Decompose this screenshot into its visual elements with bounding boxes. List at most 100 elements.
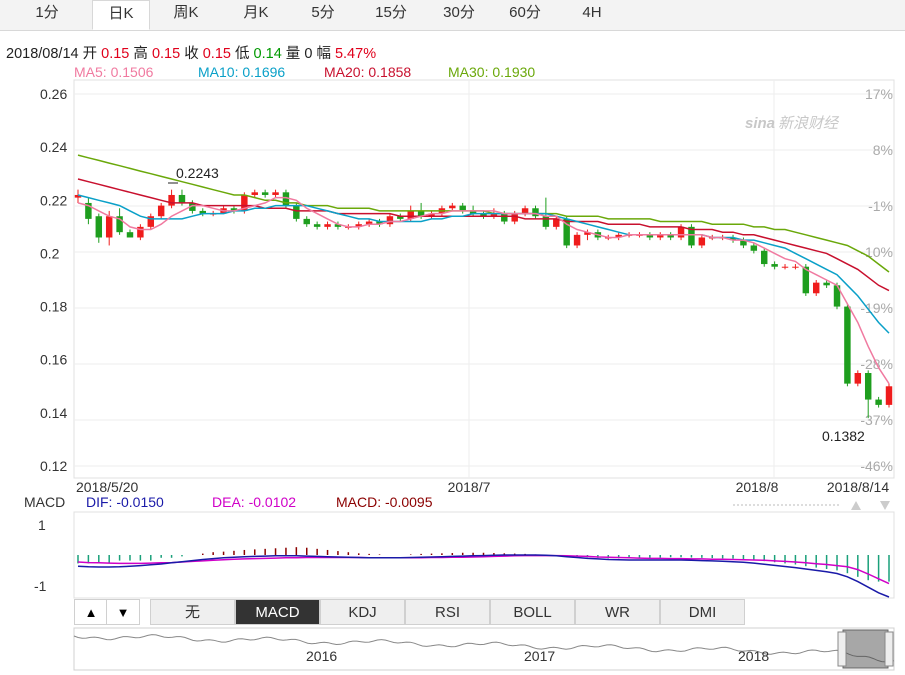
candle	[230, 205, 238, 214]
quote-info: 2018/08/14 开 0.15 高 0.15 收 0.15 低 0.14 量…	[6, 46, 377, 62]
candle	[573, 232, 581, 249]
candle	[761, 248, 768, 267]
candle	[157, 202, 165, 219]
dea-legend: DEA: -0.0102	[212, 494, 297, 510]
tab-5[interactable]: 15分	[375, 4, 407, 21]
candle	[303, 216, 310, 227]
indicator-tab-macd[interactable]: MACD	[235, 599, 320, 625]
y-tick-label: 0.12	[40, 458, 67, 474]
tab-8[interactable]: 4H	[582, 4, 602, 21]
pct-tick-label: -46%	[860, 458, 893, 474]
candle	[324, 221, 331, 230]
candle	[698, 234, 706, 249]
tab-2[interactable]: 周K	[173, 4, 199, 21]
tab-6[interactable]: 30分	[443, 4, 475, 21]
candle	[137, 224, 144, 241]
change-value: 5.47%	[334, 46, 377, 62]
candle	[688, 224, 695, 249]
candle	[646, 232, 654, 241]
indicator-tab-rsi[interactable]: RSI	[405, 599, 490, 625]
navigator-frame	[73, 627, 895, 671]
candle	[885, 383, 893, 408]
dif-line	[77, 554, 890, 598]
zoom-in-icon[interactable]	[851, 501, 861, 510]
candle	[116, 208, 123, 235]
navigator-window[interactable]	[842, 629, 889, 669]
candle	[729, 234, 737, 243]
candle	[397, 213, 404, 222]
indicator-tab-boll[interactable]: BOLL	[490, 599, 575, 625]
price-panel-frame	[73, 79, 895, 479]
candle	[85, 197, 92, 225]
x-tick-label: 2018/5/20	[76, 479, 138, 495]
close-value: 0.15	[202, 46, 231, 62]
candle	[740, 237, 747, 249]
nav-year-2017: 2017	[524, 648, 556, 664]
nav-year-2016: 2016	[306, 648, 338, 664]
y-tick-label: 0.26	[40, 86, 67, 102]
candle	[812, 280, 820, 296]
ma20-line	[77, 178, 890, 292]
candle	[833, 282, 841, 310]
y-tick-label: 0.24	[40, 139, 67, 155]
candle	[584, 229, 591, 241]
candle	[74, 189, 82, 203]
indicator-tab-dmi[interactable]: DMI	[660, 599, 745, 625]
scroll-down-button[interactable]: ▼	[106, 599, 140, 625]
navigator-right-handle[interactable]	[884, 631, 894, 667]
candle	[313, 221, 321, 230]
period-tabs: 1分 日K 周K 月K 5分 15分 30分 60分 4H	[0, 0, 905, 31]
quote-date: 2018/08/14	[6, 46, 79, 62]
low-annotation: 0.1382	[822, 428, 865, 444]
macd-value-legend: MACD: -0.0095	[336, 494, 433, 510]
candle	[428, 210, 435, 219]
navigator-left-handle[interactable]	[837, 631, 847, 667]
pct-tick-label: 8%	[873, 142, 893, 158]
candle	[449, 202, 456, 211]
candle	[95, 213, 103, 243]
ma10-line	[77, 194, 890, 334]
low-value: 0.14	[253, 46, 282, 62]
indicator-tab-无[interactable]: 无	[150, 599, 235, 625]
y-tick-label: 0.16	[40, 352, 67, 368]
ma10-legend: MA10: 0.1696	[198, 64, 286, 80]
nav-year-2018: 2018	[738, 648, 770, 664]
pct-tick-label: -37%	[860, 412, 893, 428]
high-annotation: 0.2243	[176, 165, 219, 181]
pct-tick-label: -1%	[868, 198, 893, 214]
candle	[459, 202, 466, 214]
x-tick-label: 2018/8	[736, 479, 779, 495]
y-tick-label: 0.18	[40, 299, 67, 315]
dea-line	[77, 554, 890, 585]
candle	[334, 221, 342, 230]
candle	[126, 229, 134, 238]
candle	[272, 189, 279, 198]
y-tick-label: 0.22	[40, 192, 67, 208]
candle	[657, 232, 664, 241]
candle	[241, 192, 248, 214]
tab-7[interactable]: 60分	[509, 4, 541, 21]
indicator-tab-kdj[interactable]: KDJ	[320, 599, 405, 625]
y-tick-label: 0.2	[40, 245, 60, 261]
candle	[667, 232, 674, 241]
candle	[147, 213, 155, 230]
candle	[823, 280, 830, 288]
tab-4[interactable]: 5分	[311, 4, 335, 21]
zoom-out-icon[interactable]	[880, 501, 890, 510]
candle	[781, 264, 789, 270]
indicator-tab-wr[interactable]: WR	[575, 599, 660, 625]
candle	[480, 210, 487, 219]
macd-tick-label: 1	[38, 517, 46, 533]
tab-1[interactable]: 日K	[92, 0, 150, 30]
scroll-up-button[interactable]: ▲	[74, 599, 108, 625]
macd-legend-name: MACD	[24, 494, 66, 510]
tab-0[interactable]: 1分	[35, 4, 59, 21]
candle	[750, 242, 758, 254]
candle	[199, 208, 206, 217]
high-value: 0.15	[151, 46, 181, 62]
dif-legend: DIF: -0.0150	[86, 494, 164, 510]
tab-3[interactable]: 月K	[243, 4, 269, 21]
candle	[615, 232, 622, 241]
candle	[355, 221, 362, 230]
